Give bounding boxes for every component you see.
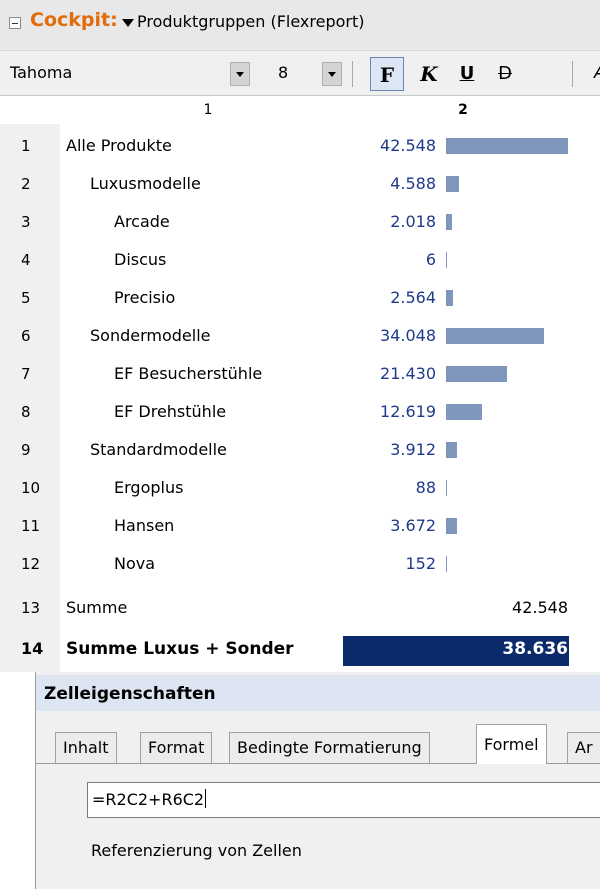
row-value[interactable]: 2.564 bbox=[390, 288, 436, 307]
row-value[interactable]: 152 bbox=[405, 554, 436, 573]
row-number[interactable]: 10 bbox=[21, 479, 41, 497]
font-name-select[interactable]: Tahoma bbox=[10, 63, 73, 82]
row-label[interactable]: Discus bbox=[114, 250, 167, 269]
value-bar bbox=[446, 404, 482, 420]
row-label[interactable]: Ergoplus bbox=[114, 478, 184, 497]
row-value[interactable]: 2.018 bbox=[390, 212, 436, 231]
report-name[interactable]: Produktgruppen (Flexreport) bbox=[137, 12, 365, 31]
bold-button[interactable]: F bbox=[370, 57, 404, 91]
panel-header: Zelleigenschaften bbox=[36, 675, 600, 711]
row-header-gutter bbox=[0, 124, 60, 672]
value-bar bbox=[446, 480, 447, 496]
value-bar bbox=[446, 138, 568, 154]
value-bar bbox=[446, 252, 447, 268]
row-label[interactable]: Alle Produkte bbox=[66, 136, 172, 155]
row-label[interactable]: Standardmodelle bbox=[90, 440, 227, 459]
row-value[interactable]: 42.548 bbox=[380, 136, 436, 155]
dropdown-triangle-icon[interactable] bbox=[122, 19, 134, 27]
total-label[interactable]: Summe Luxus + Sonder bbox=[66, 639, 294, 659]
row-value[interactable]: 12.619 bbox=[380, 402, 436, 421]
selected-cell[interactable] bbox=[343, 636, 569, 666]
row-label[interactable]: Sondermodelle bbox=[90, 326, 211, 345]
panel-title: Zelleigenschaften bbox=[44, 684, 216, 704]
row-label[interactable]: EF Drehstühle bbox=[114, 402, 227, 421]
value-bar bbox=[446, 290, 453, 306]
formula-hint: Referenzierung von Zellen bbox=[91, 841, 302, 860]
row-value[interactable]: 6 bbox=[425, 250, 436, 269]
row-value[interactable]: 4.588 bbox=[390, 174, 436, 193]
row-value[interactable]: 88 bbox=[415, 478, 436, 497]
value-bar bbox=[446, 328, 544, 344]
row-label[interactable]: Nova bbox=[114, 554, 156, 573]
value-bar bbox=[446, 176, 459, 192]
tab-format[interactable]: Format bbox=[140, 732, 213, 763]
row-number[interactable]: 8 bbox=[21, 403, 31, 421]
text-caret bbox=[205, 789, 207, 808]
toolbar-separator bbox=[572, 61, 573, 87]
font-size-select[interactable]: 8 bbox=[278, 63, 289, 82]
font-size-dropdown-icon[interactable] bbox=[322, 62, 342, 86]
tab-formel[interactable]: Formel bbox=[476, 724, 547, 764]
row-number[interactable]: 4 bbox=[21, 251, 31, 269]
tab-strip: Inhalt Format Bedingte Formatierung Form… bbox=[36, 718, 600, 764]
italic-button[interactable]: K bbox=[420, 62, 438, 86]
row-label[interactable]: EF Besucherstühle bbox=[114, 364, 263, 383]
row-label[interactable]: Arcade bbox=[114, 212, 170, 231]
tab-bedingte-formatierung[interactable]: Bedingte Formatierung bbox=[229, 732, 430, 763]
toolbar-separator bbox=[352, 61, 353, 87]
total-value[interactable]: 38.636 bbox=[502, 639, 568, 659]
format-toolbar: Tahoma 8 F K U D A bbox=[0, 50, 600, 96]
report-title-bar: Cockpit: Produktgruppen (Flexreport) bbox=[0, 0, 600, 50]
sum-label[interactable]: Summe bbox=[66, 598, 128, 617]
row-number[interactable]: 2 bbox=[21, 175, 31, 193]
row-number[interactable]: 14 bbox=[21, 639, 44, 658]
row-number[interactable]: 11 bbox=[21, 517, 41, 535]
row-number[interactable]: 13 bbox=[21, 599, 41, 617]
row-value[interactable]: 3.912 bbox=[390, 440, 436, 459]
row-number[interactable]: 12 bbox=[21, 555, 41, 573]
row-value[interactable]: 34.048 bbox=[380, 326, 436, 345]
row-number[interactable]: 1 bbox=[21, 137, 31, 155]
underline-button[interactable]: U bbox=[459, 63, 475, 84]
font-name-dropdown-icon[interactable] bbox=[230, 62, 250, 86]
tab-overflow[interactable]: Ar bbox=[567, 732, 600, 763]
tab-inhalt[interactable]: Inhalt bbox=[55, 732, 117, 763]
value-bar bbox=[446, 366, 507, 382]
row-number[interactable]: 9 bbox=[21, 441, 31, 459]
row-value[interactable]: 21.430 bbox=[380, 364, 436, 383]
value-bar bbox=[446, 518, 457, 534]
column-header-1[interactable]: 1 bbox=[203, 102, 213, 118]
formula-input[interactable]: =R2C2+R6C2 bbox=[87, 782, 600, 818]
formula-text: =R2C2+R6C2 bbox=[92, 789, 207, 809]
row-number[interactable]: 3 bbox=[21, 213, 31, 231]
report-grid bbox=[60, 124, 600, 672]
row-label[interactable]: Precisio bbox=[114, 288, 176, 307]
sum-value[interactable]: 42.548 bbox=[512, 598, 568, 617]
toolbar-overflow-button[interactable]: A bbox=[594, 62, 600, 83]
collapse-icon[interactable] bbox=[9, 17, 21, 29]
row-number[interactable]: 6 bbox=[21, 327, 31, 345]
strikethrough-button[interactable]: D bbox=[498, 63, 512, 84]
row-number[interactable]: 7 bbox=[21, 365, 31, 383]
row-label[interactable]: Hansen bbox=[114, 516, 175, 535]
value-bar bbox=[446, 442, 457, 458]
row-number[interactable]: 5 bbox=[21, 289, 31, 307]
column-header-2[interactable]: 2 bbox=[458, 102, 468, 118]
row-label[interactable]: Luxusmodelle bbox=[90, 174, 201, 193]
cockpit-label: Cockpit: bbox=[30, 9, 118, 31]
cell-properties-panel: Zelleigenschaften Inhalt Format Bedingte… bbox=[35, 672, 600, 889]
value-bar bbox=[446, 556, 447, 572]
value-bar bbox=[446, 214, 452, 230]
row-value[interactable]: 3.672 bbox=[390, 516, 436, 535]
